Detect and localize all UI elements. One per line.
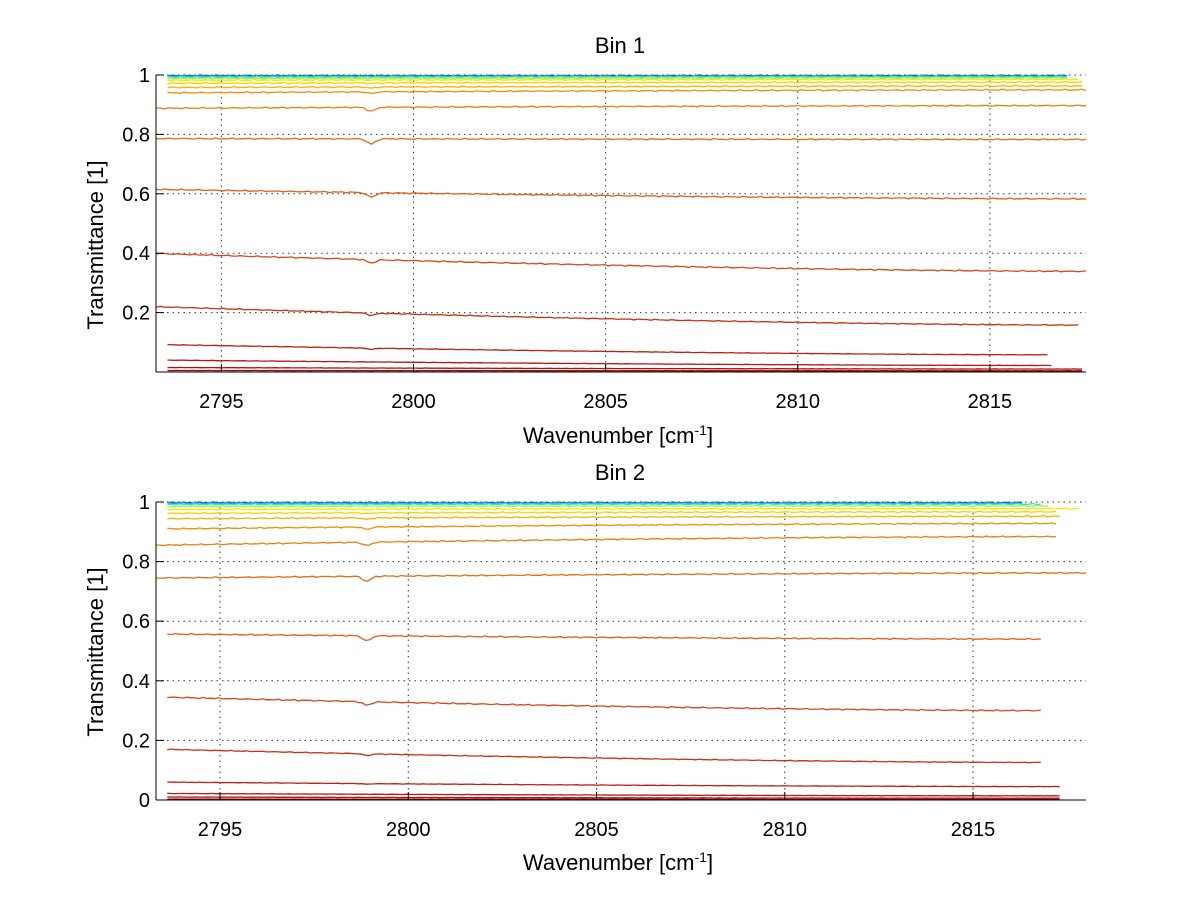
x-tick-label: 2795 [198,819,243,841]
x-tick-label: 2800 [391,391,436,413]
series-line [167,796,1060,799]
series-line [167,522,1057,530]
series-line [167,75,1067,79]
x-tick-label: 2815 [951,819,996,841]
series-line [167,501,1023,505]
y-tick-label: 0.8 [122,124,150,146]
series-line [167,366,1083,370]
bin-2-panel: Bin 2 2795 2800 2805 2810 2815 0 0.2 0.4 0.6 0.8 1… [83,460,1087,875]
y-tick-label: 0.2 [122,730,150,752]
y-tick-label: 0.4 [122,243,150,265]
series-line [167,502,1041,506]
x-tick-label: 2805 [583,391,628,413]
y-tick-label: 0.6 [122,184,150,206]
series-line [167,369,1083,372]
series-line [167,88,1087,95]
y-tick-label: 1 [139,65,150,87]
y-tick-label: 0.2 [122,303,150,325]
bin-1-panel: Bin 1 2795 2800 2805 2810 28150.20.40.60.81 … [83,33,1087,448]
series-line [155,252,1087,273]
bin-1-xlabel: Wavenumber [cm-1] [523,422,713,448]
series-line [155,535,1056,547]
series-line [167,748,1041,764]
series-line [167,510,1057,515]
series-line [167,507,1079,511]
series-line [167,80,1083,85]
series-line [167,76,1067,80]
series-line [167,798,1060,801]
bin-2-xlabel: Wavenumber [cm-1] [523,849,713,875]
x-tick-label: 2810 [763,819,808,841]
y-tick-label: 0.6 [122,611,150,633]
series-line [167,84,1083,89]
series-line [167,696,1041,712]
y-tick-label: 0 [139,790,150,812]
bin-1-title: Bin 1 [595,33,645,58]
y-tick-label: 1 [139,492,150,514]
series-line [167,514,1060,520]
y-tick-label: 0.4 [122,671,150,693]
x-tick-label: 2800 [386,819,431,841]
y-tick-label: 0.8 [122,552,150,574]
bin-2-title: Bin 2 [595,460,645,485]
series-line [167,359,1052,367]
series-line [156,137,1087,145]
series-line [155,188,1087,200]
series-line [155,104,1087,112]
x-tick-label: 2805 [574,819,619,841]
bin-1-ylabel: Transmittance [1] [83,160,108,329]
x-tick-label: 2815 [968,391,1013,413]
bin-2-ylabel: Transmittance [1] [83,567,108,736]
series-line [167,781,1060,788]
series-line [167,632,1041,642]
series-line [167,343,1048,356]
x-tick-label: 2795 [199,391,244,413]
series-line [167,78,1079,82]
x-tick-label: 2810 [776,391,821,413]
series-line [167,792,1060,797]
series-line [156,571,1087,583]
series-line [167,504,1049,508]
series-line [155,305,1079,327]
